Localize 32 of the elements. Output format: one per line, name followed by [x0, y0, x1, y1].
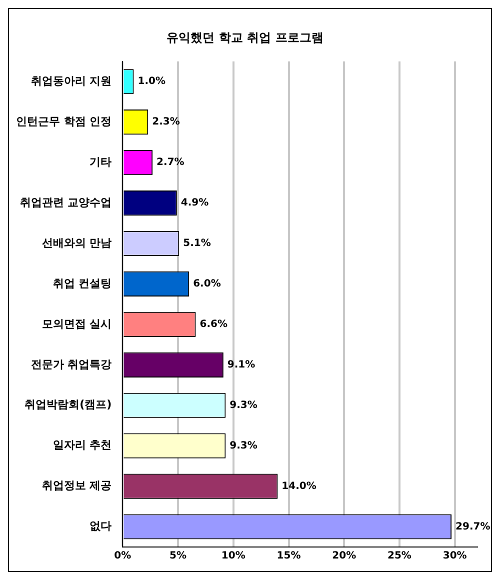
data-label: 14.0%: [282, 480, 316, 492]
y-tick-label: 모의면접 실시: [42, 317, 112, 330]
y-tick-label: 취업관련 교양수업: [20, 196, 112, 209]
data-label: 2.3%: [152, 116, 180, 128]
data-label: 5.1%: [183, 238, 211, 250]
x-tick-label: 5%: [170, 550, 187, 562]
x-tick-label: 10%: [221, 550, 246, 562]
x-tick-label: 15%: [276, 550, 301, 562]
x-tick-label: 30%: [442, 550, 467, 562]
data-label: 6.0%: [193, 278, 221, 290]
y-tick-label: 전문가 취업특강: [30, 358, 112, 371]
y-tick-label: 취업정보 제공: [42, 479, 112, 492]
data-label: 9.3%: [230, 440, 258, 452]
y-tick-label: 취업박람회(캠프): [24, 398, 112, 412]
y-tick-label: 취업 컨설팅: [52, 276, 112, 290]
data-label: 1.0%: [138, 76, 166, 88]
y-tick-label: 일자리 추천: [52, 438, 112, 452]
x-tick-label: 20%: [332, 550, 356, 562]
x-tick-label: 25%: [388, 550, 412, 562]
data-label: 9.3%: [230, 400, 258, 411]
data-label: 6.6%: [200, 319, 228, 330]
chart-title: 유익했던 학교 취업 프로그램: [166, 30, 324, 44]
data-label: 29.7%: [456, 521, 490, 532]
y-tick-label: 기타: [90, 155, 112, 168]
data-label: 4.9%: [180, 198, 209, 209]
y-tick-label: 인턴근무 학점 인정: [16, 114, 112, 128]
y-tick-label: 선배와의 만남: [42, 236, 112, 250]
x-tick-label: 0%: [114, 550, 132, 562]
y-tick-label: 없다: [90, 520, 112, 533]
data-label: 2.7%: [156, 157, 184, 168]
y-tick-label: 취업동아리 지원: [30, 74, 112, 88]
data-label: 9.1%: [227, 359, 256, 370]
